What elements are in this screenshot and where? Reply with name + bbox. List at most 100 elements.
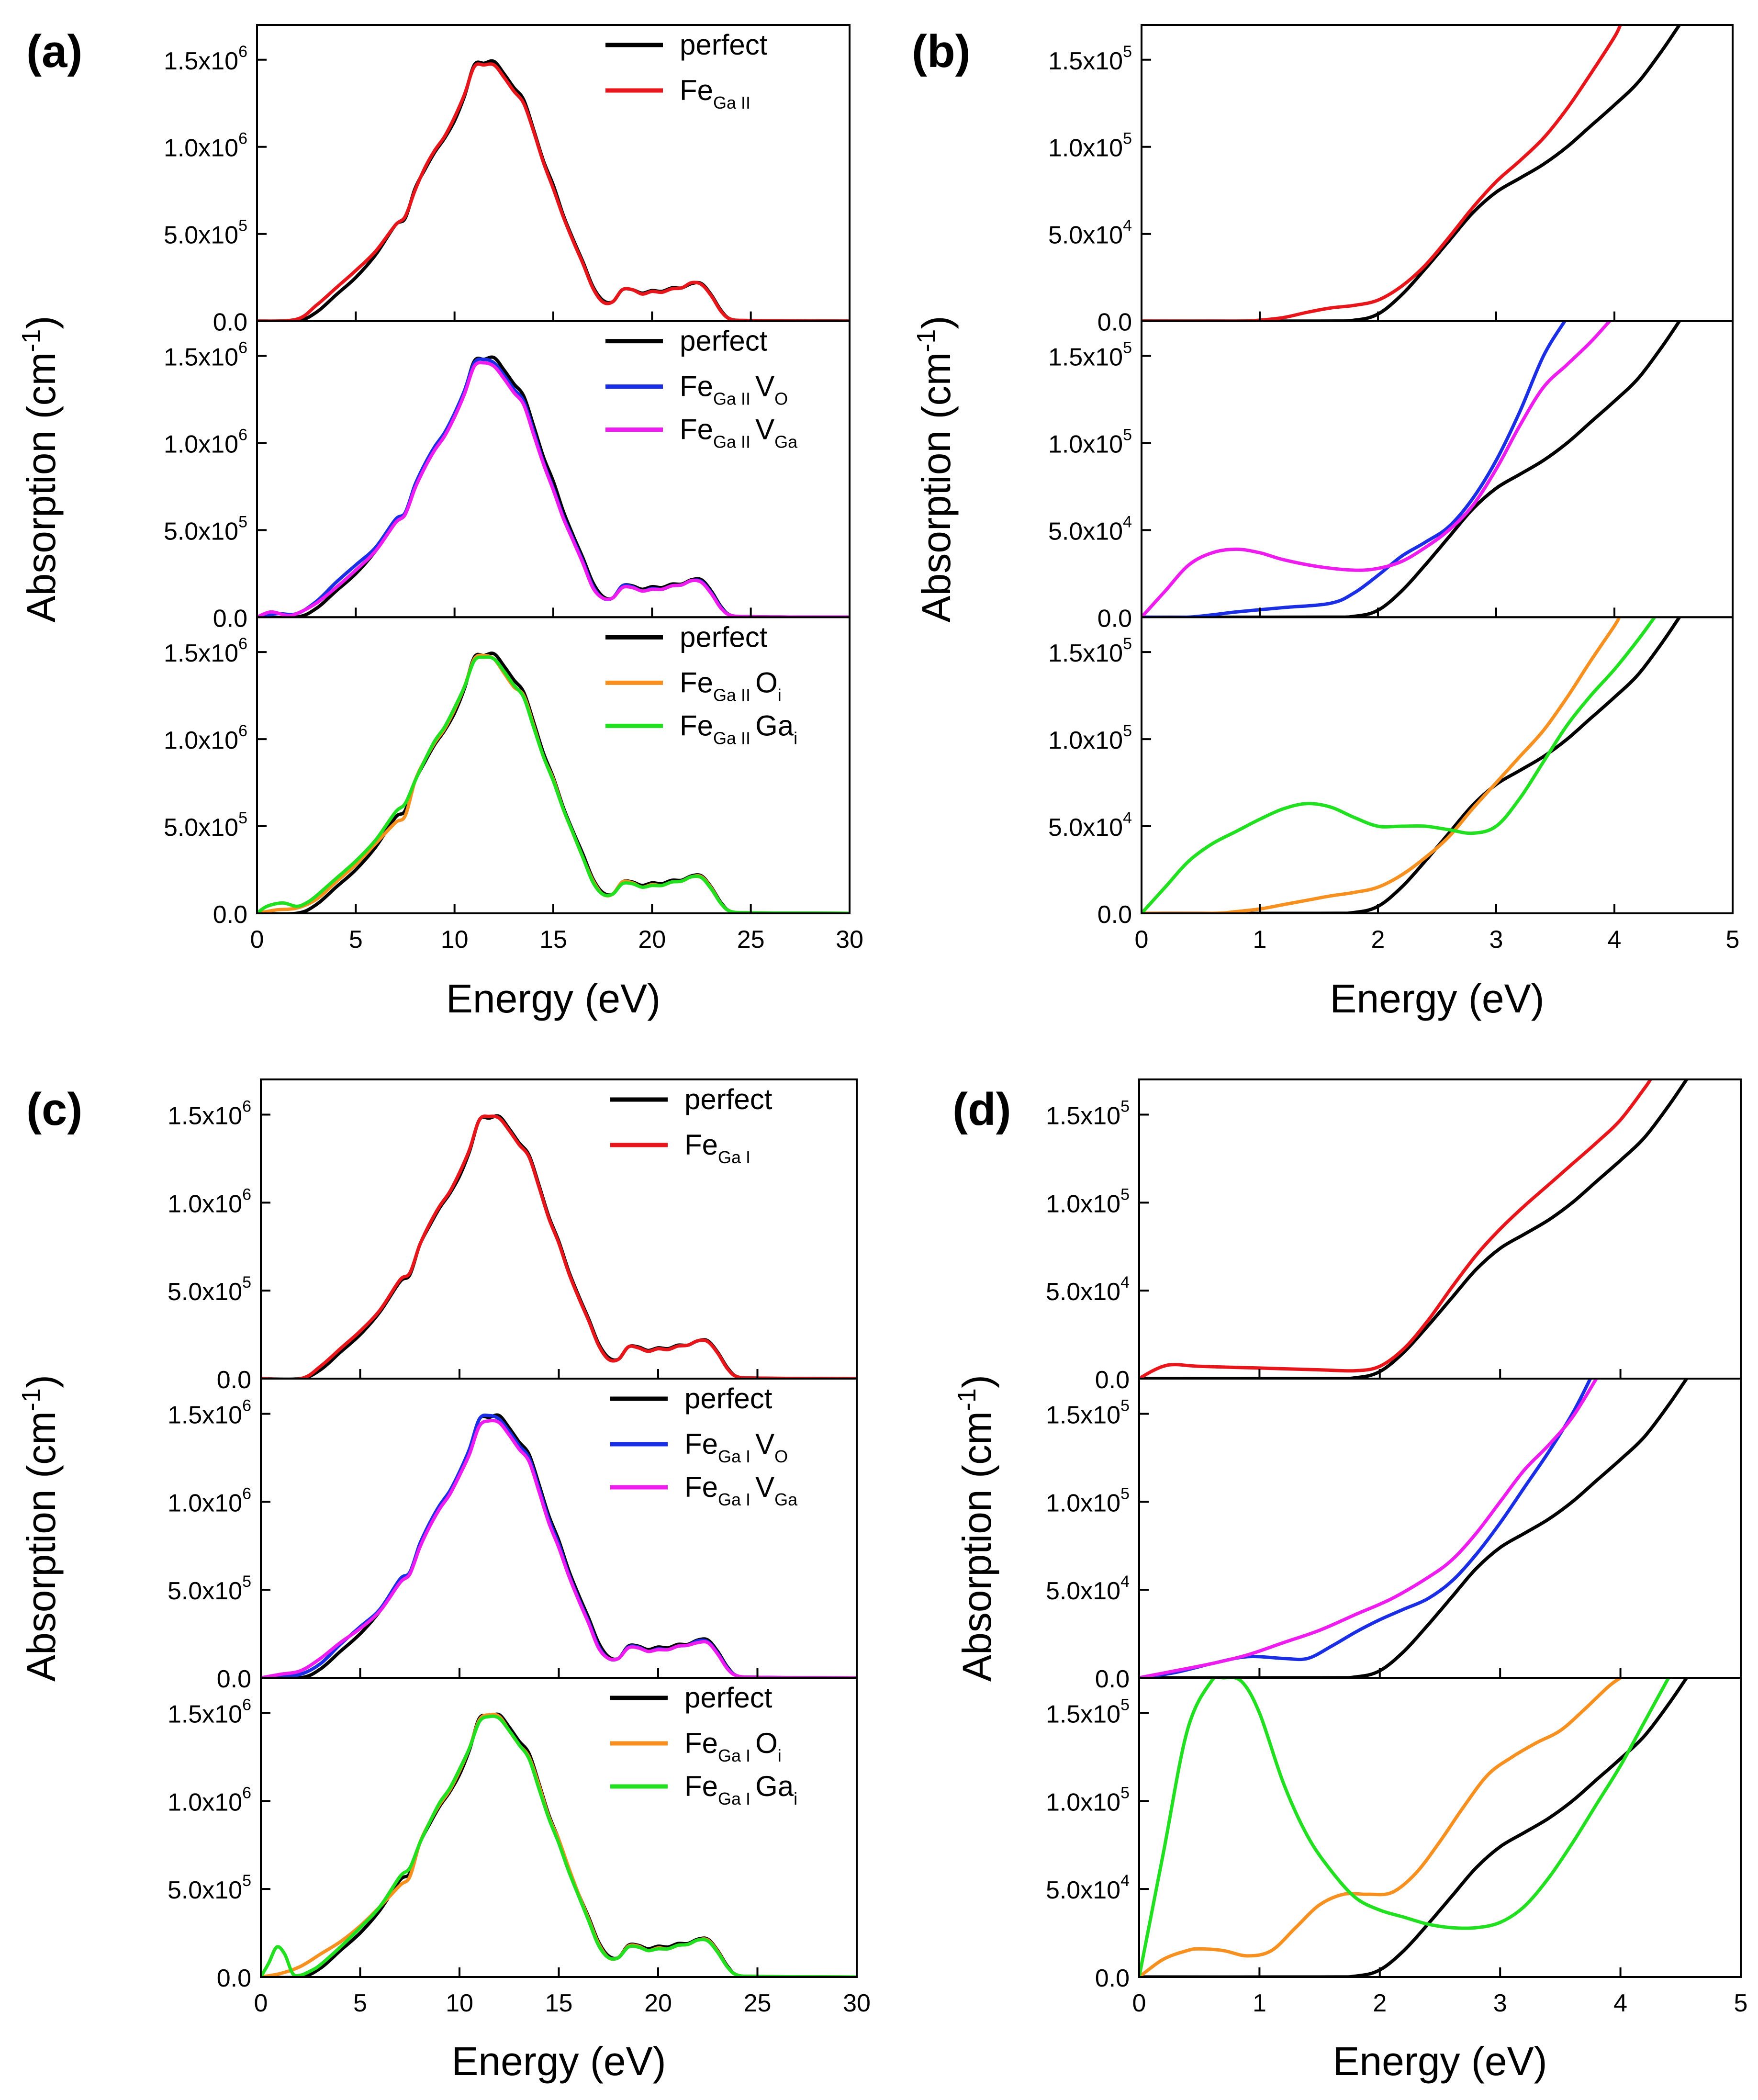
y-tick-label: 0.0	[213, 605, 247, 632]
chart-panel: (d)0.05.0x1041.0x1051.5x1050.05.0x1041.0…	[952, 1078, 1747, 2084]
y-tick-label: 1.0x106	[168, 1484, 251, 1517]
series-line-fegaii-vga	[257, 360, 850, 618]
legend-label: perfect	[680, 621, 768, 653]
series-line-fegaii	[257, 62, 850, 321]
y-tick-label: 1.0x106	[164, 722, 247, 754]
legend-label: perfect	[680, 325, 768, 357]
y-tick-label: 5.0x105	[168, 1572, 251, 1605]
y-axis-title-base: Absorption (cm	[19, 1411, 64, 1682]
legend-subscript: Ga II	[713, 432, 750, 452]
legend-label: perfect	[680, 29, 768, 61]
legend-base: Fe	[680, 371, 713, 403]
y-tick-mantissa: 5.0x10	[1046, 1876, 1120, 1904]
y-tick-label: 1.0x106	[168, 1185, 251, 1218]
panel-label: (a)	[26, 26, 82, 77]
legend-label: perfect	[684, 1682, 773, 1714]
legend-base: Fe	[684, 1770, 718, 1802]
y-axis-title-close: )	[954, 1375, 999, 1388]
y-tick-exponent: 6	[242, 1696, 251, 1714]
plot-frame	[260, 1378, 858, 1679]
x-tick-label: 5	[349, 926, 363, 954]
y-tick-exponent: 4	[1120, 1572, 1130, 1591]
y-tick-label: 1.0x106	[164, 426, 247, 458]
x-tick-label: 30	[843, 1989, 871, 2017]
legend-label: FeGa I VO	[684, 1428, 788, 1466]
y-tick-label: 0.0	[1095, 1665, 1130, 1693]
legend-subscript: O	[774, 1447, 788, 1466]
y-tick-label: 1.5x105	[1046, 1696, 1130, 1729]
y-tick-exponent: 5	[1120, 1185, 1130, 1203]
y-tick-label: 1.0x105	[1048, 130, 1132, 162]
y-tick-label: 5.0x105	[168, 1273, 251, 1306]
x-tick-label: 25	[744, 1989, 772, 2017]
y-tick-label: 5.0x104	[1048, 513, 1132, 545]
y-tick-mantissa: 1.0x10	[164, 135, 238, 162]
legend-base: perfect	[680, 29, 768, 61]
y-tick-label: 0.0	[1097, 605, 1132, 632]
series-line-perfect	[1139, 1678, 1689, 1977]
plot-frame	[256, 24, 851, 322]
legend-subscript: Ga I	[718, 1147, 750, 1167]
y-tick-label: 1.5x106	[164, 635, 247, 667]
y-tick-label: 0.0	[213, 309, 247, 337]
plot-frame	[1138, 1378, 1742, 1679]
y-tick-exponent: 4	[1123, 809, 1132, 827]
series-line-fegai-vga	[261, 1419, 857, 1678]
y-tick-label: 5.0x105	[164, 217, 247, 249]
x-tick-label: 3	[1489, 926, 1503, 954]
series-line-fegaii-oi	[1142, 617, 1621, 914]
y-tick-mantissa: 5.0x10	[1048, 814, 1123, 842]
y-tick-label: 0.0	[217, 1366, 251, 1394]
y-tick-label: 1.5x106	[168, 1098, 251, 1130]
x-tick-label: 5	[1726, 926, 1740, 954]
panel-label: (d)	[952, 1084, 1011, 1135]
y-tick-label: 5.0x105	[164, 513, 247, 545]
x-tick-label: 5	[353, 1989, 367, 2017]
plot-frame	[1138, 1078, 1742, 1380]
panel-label: (b)	[912, 26, 971, 77]
series-line-fegaii-gai	[1142, 617, 1657, 914]
y-tick-mantissa: 1.0x10	[1048, 135, 1123, 162]
y-tick-mantissa: 1.5x10	[168, 1402, 242, 1429]
legend-subscript: Ga II	[713, 728, 750, 748]
y-tick-exponent: 5	[238, 513, 247, 531]
y-tick-mantissa: 1.0x10	[168, 1190, 242, 1218]
x-tick-label: 20	[638, 926, 666, 954]
legend-subscript: Ga I	[718, 1490, 750, 1509]
plot-frame	[260, 1677, 858, 1978]
y-tick-exponent: 6	[242, 1098, 251, 1116]
y-tick-exponent: 5	[242, 1273, 251, 1291]
y-tick-exponent: 5	[1123, 426, 1132, 444]
y-tick-exponent: 5	[1120, 1397, 1130, 1415]
x-tick-label: 2	[1371, 926, 1385, 954]
y-tick-label: 1.0x105	[1046, 1784, 1130, 1816]
y-tick-mantissa: 1.5x10	[168, 1102, 242, 1130]
y-tick-exponent: 5	[1123, 635, 1132, 653]
legend-subscript: i	[778, 685, 782, 705]
x-tick-label: 10	[446, 1989, 473, 2017]
y-axis-title-exponent: -1	[17, 1388, 45, 1411]
legend-label: perfect	[684, 1382, 773, 1415]
y-tick-mantissa: 1.0x10	[1048, 430, 1123, 458]
y-tick-mantissa: 1.0x10	[1046, 1489, 1120, 1517]
y-tick-mantissa: 5.0x10	[164, 222, 238, 249]
y-tick-label: 1.0x106	[164, 130, 247, 162]
y-tick-mantissa: 1.0x10	[168, 1489, 242, 1517]
x-axis-title: Energy (eV)	[451, 2039, 666, 2084]
series-line-perfect	[1142, 25, 1681, 321]
y-tick-mantissa: 5.0x10	[168, 1577, 242, 1605]
legend-mid: O	[755, 666, 778, 698]
x-tick-label: 25	[737, 926, 765, 954]
y-tick-mantissa: 5.0x10	[1046, 1577, 1120, 1605]
x-tick-label: 10	[441, 926, 469, 954]
x-tick-label: 0	[1132, 1989, 1146, 2017]
plot-frame	[260, 1078, 858, 1380]
legend-mid: O	[755, 1727, 778, 1759]
